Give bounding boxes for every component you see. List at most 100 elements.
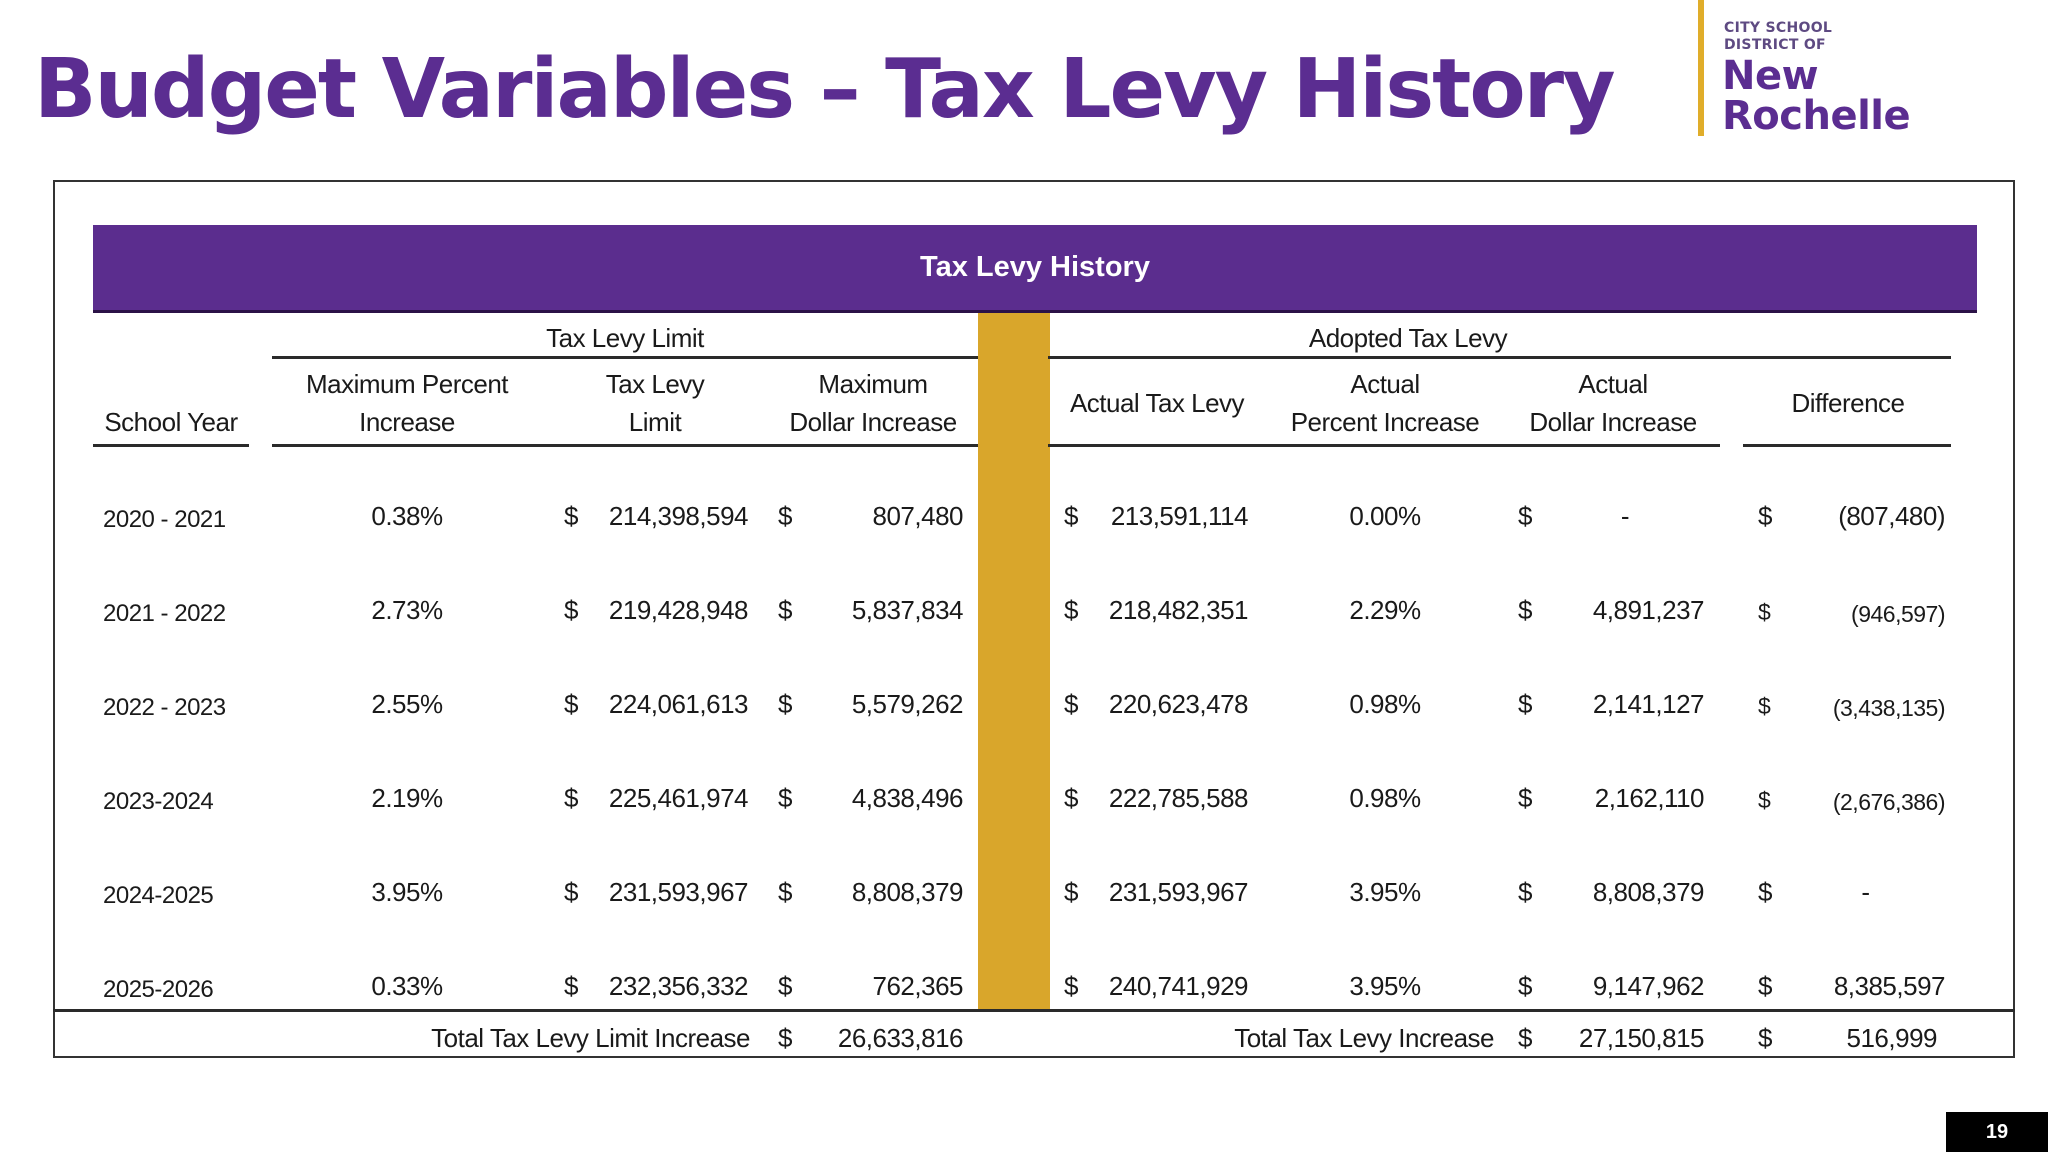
cell-difference-currency: $: [1758, 599, 1771, 625]
cell-max-dollar-increase: 807,480: [872, 501, 964, 531]
header-school-year: School Year: [104, 407, 238, 437]
cell-actual-tax-levy-currency: $: [1064, 783, 1078, 813]
table-title-banner: Tax Levy History: [93, 225, 1977, 313]
group-underline-adopted: [1048, 356, 1951, 359]
cell-difference-currency: $: [1758, 501, 1772, 531]
cell-actual-dollar-increase: 4,891,237: [1592, 595, 1705, 625]
cell-actual-tax-levy: 213,591,114: [1110, 501, 1249, 531]
header-underline-difference: [1743, 444, 1951, 447]
cell-actual-tax-levy: 220,623,478: [1108, 689, 1249, 719]
table-title: Tax Levy History: [920, 251, 1150, 283]
cell-actual-dollar-increase: 9,147,962: [1592, 971, 1705, 1001]
cell-tax-levy-limit: 231,593,967: [608, 877, 749, 907]
cell-actual-tax-levy-currency: $: [1064, 971, 1078, 1001]
cell-tax-levy-limit-currency: $: [564, 501, 578, 531]
total-difference-value: 516,999: [1846, 1023, 1938, 1053]
cell-actual-pct-increase: 0.00%: [1349, 501, 1421, 531]
header-actual-dollar-line2: Dollar Increase: [1529, 407, 1697, 437]
cell-actual-dollar-increase-currency: $: [1518, 971, 1532, 1001]
cell-actual-tax-levy-currency: $: [1064, 501, 1078, 531]
header-max-dollar-line1: Maximum: [818, 369, 928, 399]
total-limit-label: Total Tax Levy Limit Increase: [431, 1023, 750, 1053]
cell-actual-dollar-increase-currency: $: [1518, 501, 1532, 531]
cell-actual-tax-levy: 231,593,967: [1108, 877, 1249, 907]
cell-school-year: 2024-2025: [103, 882, 214, 909]
totals-divider: [53, 1009, 2015, 1012]
total-limit-value: 26,633,816: [837, 1023, 964, 1053]
cell-tax-levy-limit: 214,398,594: [608, 501, 749, 531]
cell-max-dollar-increase: 762,365: [872, 971, 964, 1001]
header-max-pct-line1: Maximum Percent: [306, 369, 509, 399]
cell-actual-dollar-increase-currency: $: [1518, 877, 1532, 907]
group-underline-limit: [272, 356, 978, 359]
cell-difference: 8,385,597: [1833, 971, 1946, 1001]
cell-max-dollar-increase-currency: $: [778, 877, 792, 907]
cell-tax-levy-limit-currency: $: [564, 595, 578, 625]
cell-actual-pct-increase: 3.95%: [1349, 877, 1421, 907]
cell-difference-currency: $: [1758, 787, 1771, 813]
cell-school-year: 2021 - 2022: [103, 600, 226, 627]
cell-actual-tax-levy: 218,482,351: [1108, 595, 1249, 625]
cell-difference-currency: $: [1758, 693, 1771, 719]
logo-divider: [1698, 0, 1704, 136]
group-header-limit: Tax Levy Limit: [546, 323, 704, 353]
cell-school-year: 2023-2024: [103, 788, 214, 815]
cell-actual-tax-levy-currency: $: [1064, 689, 1078, 719]
cell-difference: -: [1861, 877, 1870, 907]
cell-actual-pct-increase: 0.98%: [1349, 783, 1421, 813]
cell-school-year: 2025-2026: [103, 976, 214, 1003]
cell-tax-levy-limit: 224,061,613: [608, 689, 749, 719]
cell-tax-levy-limit-currency: $: [564, 877, 578, 907]
cell-school-year: 2022 - 2023: [103, 694, 226, 721]
cell-max-dollar-increase: 5,579,262: [851, 689, 964, 719]
cell-max-dollar-increase-currency: $: [778, 595, 792, 625]
total-difference-currency: $: [1758, 1023, 1772, 1053]
page-number: 19: [1946, 1112, 2048, 1152]
cell-max-dollar-increase-currency: $: [778, 689, 792, 719]
cell-actual-tax-levy-currency: $: [1064, 877, 1078, 907]
cell-max-dollar-increase-currency: $: [778, 783, 792, 813]
cell-max-pct: 2.73%: [371, 595, 443, 625]
cell-max-pct: 2.55%: [371, 689, 443, 719]
cell-actual-pct-increase: 3.95%: [1349, 971, 1421, 1001]
cell-max-dollar-increase: 8,808,379: [851, 877, 964, 907]
cell-actual-pct-increase: 0.98%: [1349, 689, 1421, 719]
cell-max-pct: 0.33%: [371, 971, 443, 1001]
cell-difference: (2,676,386): [1832, 789, 1946, 815]
cell-actual-dollar-increase: -: [1620, 501, 1630, 531]
cell-actual-dollar-increase-currency: $: [1518, 689, 1532, 719]
cell-difference: (946,597): [1851, 601, 1945, 627]
cell-max-pct: 0.38%: [371, 501, 443, 531]
cell-tax-levy-limit-currency: $: [564, 971, 578, 1001]
cell-actual-dollar-increase: 8,808,379: [1592, 877, 1705, 907]
header-limit-line1: Tax Levy: [605, 369, 705, 399]
cell-actual-dollar-increase: 2,162,110: [1594, 783, 1705, 813]
cell-actual-dollar-increase-currency: $: [1518, 595, 1532, 625]
cell-max-dollar-increase: 5,837,834: [851, 595, 964, 625]
cell-max-dollar-increase-currency: $: [778, 971, 792, 1001]
slide-title: Budget Variables – Tax Levy History: [34, 42, 1616, 137]
cell-tax-levy-limit: 219,428,948: [608, 595, 749, 625]
total-levy-label: Total Tax Levy Increase: [1234, 1023, 1494, 1053]
cell-actual-tax-levy-currency: $: [1064, 595, 1078, 625]
cell-max-pct: 2.19%: [371, 783, 443, 813]
header-underline-year: [93, 444, 249, 447]
total-levy-currency: $: [1518, 1023, 1532, 1053]
cell-difference: (3,438,135): [1832, 695, 1946, 721]
header-underline-limit: [272, 444, 978, 447]
logo-subtitle: CITY SCHOOL DISTRICT OF: [1724, 20, 1832, 54]
cell-actual-dollar-increase-currency: $: [1518, 783, 1532, 813]
cell-difference: (807,480): [1838, 501, 1945, 531]
cell-difference-currency: $: [1758, 877, 1772, 907]
cell-tax-levy-limit: 225,461,974: [608, 783, 749, 813]
cell-actual-tax-levy: 240,741,929: [1108, 971, 1249, 1001]
cell-difference-currency: $: [1758, 971, 1772, 1001]
cell-tax-levy-limit: 232,356,332: [608, 971, 749, 1001]
cell-max-dollar-increase: 4,838,496: [851, 783, 964, 813]
cell-tax-levy-limit-currency: $: [564, 783, 578, 813]
cell-school-year: 2020 - 2021: [103, 506, 226, 533]
logo-line-2: DISTRICT OF: [1724, 37, 1826, 53]
header-actual-pct-line2: Percent Increase: [1290, 407, 1480, 437]
header-actual-dollar-line1: Actual: [1578, 369, 1648, 399]
header-max-dollar-line2: Dollar Increase: [789, 407, 957, 437]
